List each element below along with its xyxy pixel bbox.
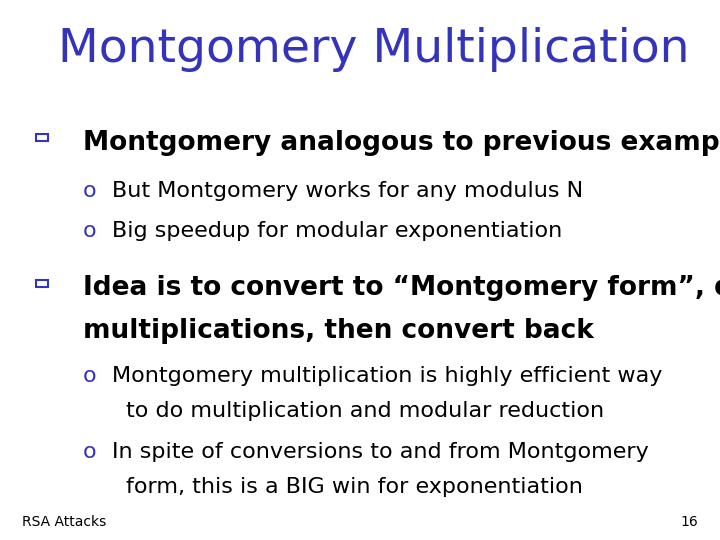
FancyBboxPatch shape [36, 134, 48, 141]
Text: multiplications, then convert back: multiplications, then convert back [83, 318, 594, 343]
Text: RSA Attacks: RSA Attacks [22, 515, 106, 529]
Text: o: o [83, 442, 96, 462]
Text: Montgomery multiplication is highly efficient way: Montgomery multiplication is highly effi… [112, 366, 662, 386]
Text: Montgomery Multiplication: Montgomery Multiplication [58, 27, 689, 72]
Text: o: o [83, 181, 96, 201]
FancyBboxPatch shape [36, 280, 48, 287]
Text: In spite of conversions to and from Montgomery: In spite of conversions to and from Mont… [112, 442, 648, 462]
Text: o: o [83, 221, 96, 241]
Text: to do multiplication and modular reduction: to do multiplication and modular reducti… [126, 401, 604, 421]
Text: o: o [83, 366, 96, 386]
Text: Idea is to convert to “Montgomery form”, do: Idea is to convert to “Montgomery form”,… [83, 275, 720, 301]
Text: But Montgomery works for any modulus N: But Montgomery works for any modulus N [112, 181, 582, 201]
Text: form, this is a BIG win for exponentiation: form, this is a BIG win for exponentiati… [126, 477, 583, 497]
Text: 16: 16 [680, 515, 698, 529]
Text: Montgomery analogous to previous example: Montgomery analogous to previous example [83, 130, 720, 156]
Text: Big speedup for modular exponentiation: Big speedup for modular exponentiation [112, 221, 562, 241]
